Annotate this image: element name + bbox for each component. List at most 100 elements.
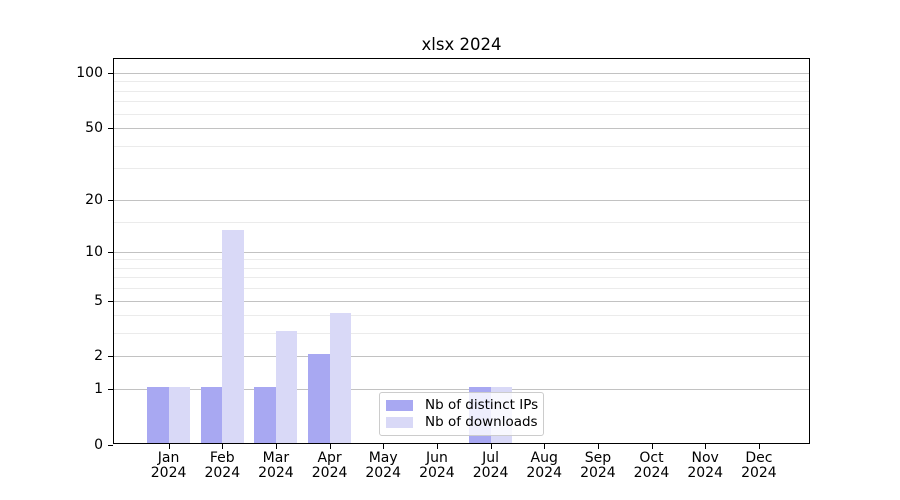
legend-swatch-distinct-ips-icon xyxy=(386,400,413,411)
x-tick-mark-may xyxy=(383,444,385,449)
x-tick-label-year: 2024 xyxy=(580,465,616,481)
y-tick-mark-0 xyxy=(108,445,113,446)
gridline-minor-9 xyxy=(114,259,809,261)
x-tick-mark-oct xyxy=(651,444,653,449)
x-tick-label-jan: Jan 2024 xyxy=(139,451,199,481)
legend-swatch-downloads-icon xyxy=(386,417,413,428)
gridline-minor-8 xyxy=(114,267,809,269)
gridline-major-50 xyxy=(114,128,809,129)
x-tick-mark-sep xyxy=(597,444,599,449)
legend-label-downloads: Nb of downloads xyxy=(425,414,538,430)
x-tick-label-jul: Jul 2024 xyxy=(461,451,521,481)
x-tick-label-jun: Jun 2024 xyxy=(407,451,467,481)
y-tick-label-2: 2 xyxy=(94,348,103,365)
x-tick-label-month: Aug xyxy=(530,450,558,466)
gridline-major-5 xyxy=(114,300,809,302)
x-tick-label-mar: Mar 2024 xyxy=(246,451,306,481)
x-tick-label-year: 2024 xyxy=(419,465,455,481)
gridline-major-1 xyxy=(114,389,809,391)
x-tick-label-month: Oct xyxy=(639,450,664,466)
bar-downloads-feb xyxy=(222,230,244,443)
x-tick-label-month: Sep xyxy=(584,450,612,466)
gridline-minor-7 xyxy=(114,277,809,279)
y-tick-mark-1 xyxy=(108,389,113,391)
x-tick-label-month: Mar xyxy=(262,450,290,466)
x-tick-mark-apr xyxy=(329,444,331,449)
legend: Nb of distinct IPs Nb of downloads xyxy=(379,392,544,436)
x-tick-label-year: 2024 xyxy=(687,465,723,481)
x-tick-label-month: May xyxy=(368,450,398,466)
y-tick-label-50: 50 xyxy=(85,120,103,136)
bar-distinct-ips-jan xyxy=(147,387,169,443)
legend-entry-distinct-ips: Nb of distinct IPs xyxy=(386,397,539,414)
gridline-minor-80 xyxy=(114,90,809,92)
x-tick-label-year: 2024 xyxy=(472,465,509,481)
x-tick-label-month: Jul xyxy=(482,450,500,466)
x-tick-label-year: 2024 xyxy=(741,465,777,481)
gridline-minor-90 xyxy=(114,81,809,83)
legend-entry-downloads: Nb of downloads xyxy=(386,414,538,431)
x-tick-label-sep: Sep 2024 xyxy=(568,451,628,481)
legend-label-distinct-ips: Nb of distinct IPs xyxy=(425,397,539,413)
gridline-minor-70 xyxy=(114,101,809,103)
x-tick-label-month: Jan xyxy=(157,450,180,466)
x-tick-label-aug: Aug 2024 xyxy=(514,451,574,481)
x-tick-label-nov: Nov 2024 xyxy=(675,451,735,481)
y-tick-mark-100 xyxy=(108,72,113,74)
x-tick-mark-feb xyxy=(222,444,224,449)
chart-title: xlsx 2024 xyxy=(421,35,502,54)
gridline-major-2 xyxy=(114,356,809,358)
y-tick-mark-10 xyxy=(108,251,113,253)
y-tick-mark-2 xyxy=(108,356,113,358)
y-tick-label-20: 20 xyxy=(85,191,103,208)
gridline-major-100 xyxy=(114,72,809,74)
x-tick-label-month: Nov xyxy=(691,450,719,466)
gridline-major-20 xyxy=(114,199,809,201)
x-tick-label-month: Dec xyxy=(745,450,773,466)
gridline-minor-30 xyxy=(114,168,809,170)
x-tick-mark-nov xyxy=(705,444,707,449)
gridline-minor-3 xyxy=(114,333,809,335)
x-tick-mark-jan xyxy=(168,444,170,449)
x-tick-label-year: 2024 xyxy=(526,465,562,481)
x-tick-mark-jul xyxy=(490,444,492,449)
bar-downloads-mar xyxy=(275,331,298,443)
x-tick-label-oct: Oct 2024 xyxy=(622,451,682,481)
x-tick-label-year: 2024 xyxy=(311,465,348,481)
y-tick-label-0: 0 xyxy=(94,437,103,453)
y-tick-label-5: 5 xyxy=(94,292,103,309)
x-tick-label-month: Jun xyxy=(425,450,448,466)
gridline-major-10 xyxy=(114,251,809,253)
bar-distinct-ips-apr xyxy=(308,354,330,443)
gridline-minor-6 xyxy=(114,288,809,290)
y-tick-label-100: 100 xyxy=(76,64,103,81)
y-tick-mark-50 xyxy=(108,128,113,129)
x-tick-mark-aug xyxy=(544,444,546,449)
x-tick-mark-jun xyxy=(436,444,438,449)
x-tick-label-year: 2024 xyxy=(258,465,294,481)
bar-distinct-ips-mar xyxy=(254,387,276,443)
y-tick-label-1: 1 xyxy=(94,381,103,398)
x-tick-label-may: May 2024 xyxy=(353,451,413,481)
x-tick-label-month: Feb xyxy=(209,450,235,466)
y-tick-label-10: 10 xyxy=(85,243,103,260)
gridline-minor-4 xyxy=(114,315,809,317)
y-tick-mark-20 xyxy=(108,199,113,201)
bar-distinct-ips-feb xyxy=(200,387,223,443)
x-tick-mark-mar xyxy=(275,444,277,449)
gridline-minor-40 xyxy=(114,145,809,147)
plot-area: Nb of distinct IPs Nb of downloads xyxy=(113,58,810,444)
bar-downloads-apr xyxy=(329,313,352,443)
bar-downloads-jan xyxy=(168,387,191,443)
x-tick-label-dec: Dec 2024 xyxy=(729,451,789,481)
x-tick-label-apr: Apr 2024 xyxy=(300,451,360,481)
y-tick-mark-5 xyxy=(108,300,113,302)
x-tick-label-year: 2024 xyxy=(633,465,670,481)
x-tick-label-year: 2024 xyxy=(365,465,401,481)
x-tick-label-year: 2024 xyxy=(150,465,187,481)
x-tick-label-year: 2024 xyxy=(204,465,241,481)
x-tick-label-month: Apr xyxy=(317,450,342,466)
x-tick-label-feb: Feb 2024 xyxy=(192,451,252,481)
x-tick-mark-dec xyxy=(758,444,760,449)
